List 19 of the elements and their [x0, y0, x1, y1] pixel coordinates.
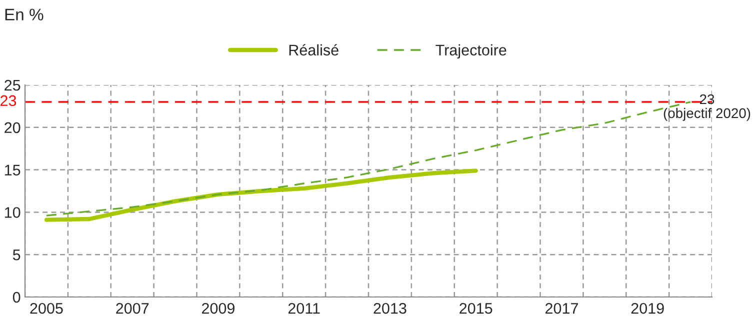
y-axis-title: En % — [5, 8, 44, 20]
x-tick-label: 2009 — [202, 302, 234, 314]
y-tick-label: 20 — [4, 122, 20, 134]
x-tick-label: 2005 — [30, 302, 63, 314]
y-tick-label: 15 — [5, 164, 20, 176]
x-tick-label: 2013 — [374, 302, 406, 314]
x-tick-label: 2007 — [116, 302, 149, 314]
x-tick-label: 2017 — [545, 302, 578, 314]
legend-label: Réalisé — [289, 44, 338, 56]
y-tick-label: 10 — [5, 207, 20, 218]
x-tick-label: 2019 — [631, 302, 664, 314]
x-tick-label: 2015 — [460, 302, 492, 314]
y-tick-label: 5 — [12, 250, 20, 260]
legend-label: Trajectoire — [436, 44, 506, 59]
y-tick-label: 25 — [4, 80, 20, 91]
x-tick-label: 2011 — [288, 302, 320, 314]
annotation: 23 (objectif 2020) — [664, 94, 750, 121]
ref-line-label: 23 — [0, 95, 16, 106]
y-tick-label: 0 — [12, 292, 20, 303]
